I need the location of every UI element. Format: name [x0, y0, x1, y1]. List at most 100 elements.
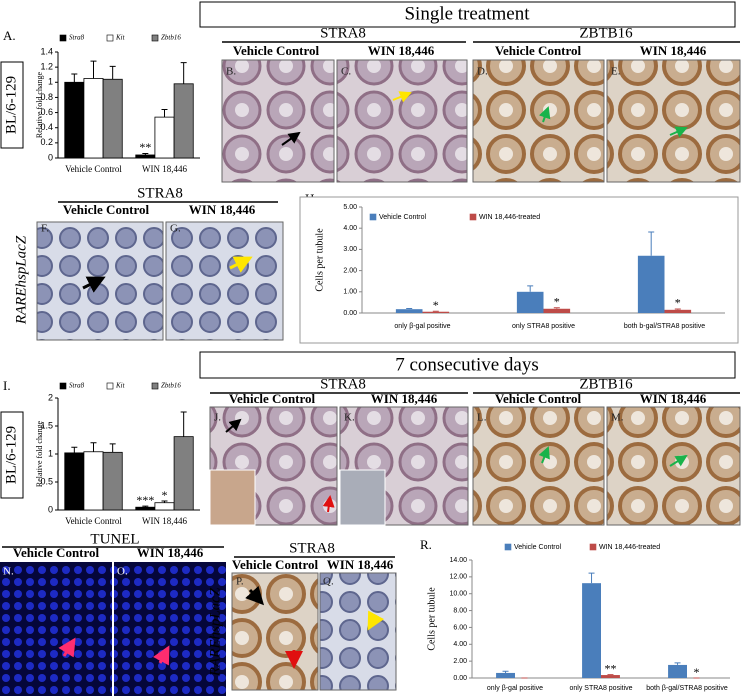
error-bar: [502, 670, 509, 673]
y-tick-label: 4.00: [343, 225, 357, 232]
y-tick-label: 14.00: [449, 557, 467, 564]
group-title: STRA8: [320, 25, 366, 41]
panel-letter: I.: [3, 378, 11, 393]
group-title: ZBTB16: [579, 25, 633, 41]
panel-letter: D.: [477, 66, 488, 78]
condition: WIN 18,446: [327, 557, 394, 572]
bar: [154, 502, 175, 511]
inset: [339, 469, 386, 526]
significance: **: [604, 661, 616, 675]
micrograph: [221, 59, 335, 183]
bar: [173, 83, 194, 159]
y-tick-label: 0.5: [40, 476, 53, 486]
y-tick-label: 1.5: [40, 420, 53, 430]
legend-label: Kit: [115, 382, 126, 390]
bar: [601, 675, 620, 678]
significance: *: [433, 298, 439, 312]
error-bar: [648, 231, 655, 256]
legend-swatch: [589, 543, 597, 551]
x-tick-label: only β-gal positive: [487, 685, 543, 692]
group-title: ZBTB16: [579, 376, 633, 392]
panel-letter: B.: [226, 66, 236, 78]
y-tick-label: 1: [48, 448, 53, 458]
arrow: [58, 637, 76, 658]
inset: [209, 469, 256, 526]
arrow: [538, 446, 550, 464]
condition: WIN 18,446: [640, 391, 707, 406]
error-bar: [527, 285, 534, 292]
condition: WIN 18,446: [137, 545, 204, 560]
micrograph: [231, 572, 319, 691]
legend-label: WIN 18,446-treated: [479, 214, 540, 221]
error-bar: [109, 443, 116, 453]
panel-letter: N.: [3, 566, 14, 578]
y-tick-label: 5.00: [343, 204, 357, 211]
legend-swatch: [59, 382, 67, 390]
condition: Vehicle Control: [495, 43, 582, 58]
bar: [102, 451, 123, 511]
micrograph: [165, 221, 284, 341]
error-bar: [142, 505, 149, 508]
arrow: [669, 126, 688, 138]
bar: [543, 308, 571, 313]
arrow: [153, 645, 170, 666]
error-bar: [674, 662, 681, 665]
condition: WIN 18,446: [640, 43, 707, 58]
x-tick-label: only STRA8 positive: [569, 685, 632, 692]
condition: Vehicle Control: [13, 545, 100, 560]
legend-swatch: [369, 213, 377, 221]
legend-label: Vehicle Control: [514, 544, 562, 551]
panel-letter: C.: [341, 66, 351, 78]
bar: [395, 309, 423, 313]
legend-swatch: [151, 34, 159, 42]
arrow: [281, 131, 301, 146]
strain-label: BL/6-129: [3, 76, 19, 134]
significance: ***: [136, 493, 154, 507]
y-tick-label: 6.00: [453, 624, 467, 631]
condition: Vehicle Control: [233, 43, 320, 58]
y-axis-label: Relative fold change: [35, 71, 44, 138]
legend-swatch: [504, 543, 512, 551]
y-tick-label: 0.00: [343, 310, 357, 317]
reporter-label: RAREhspLacZ: [207, 587, 223, 677]
legend-label: Stra8: [69, 382, 85, 390]
bar: [422, 311, 450, 313]
micrograph: [606, 406, 741, 526]
bar: [64, 81, 85, 159]
y-tick-label: 2.00: [343, 267, 357, 274]
x-tick-label: WIN 18,446: [142, 516, 187, 526]
arrow: [538, 106, 551, 123]
legend-label: WIN 18,446-treated: [599, 544, 660, 551]
arrow: [245, 585, 265, 606]
y-tick-label: 0.8: [40, 92, 53, 102]
bar: [637, 255, 665, 313]
panel-letter: O.: [117, 566, 128, 578]
bar: [173, 436, 194, 511]
group-title: STRA8: [289, 540, 335, 556]
section-title: Single treatment: [404, 3, 530, 24]
error-bar: [71, 446, 78, 453]
bar: [496, 672, 515, 678]
legend-swatch: [469, 213, 477, 221]
y-tick-label: 0.6: [40, 107, 53, 117]
y-tick-label: 1.00: [343, 289, 357, 296]
x-tick-label: both b-gal/STRA8 positive: [624, 323, 705, 330]
arrow: [229, 256, 253, 273]
significance: *: [162, 488, 168, 502]
error-bar: [180, 62, 187, 84]
x-tick-label: Vehicle Control: [65, 516, 122, 526]
x-tick-label: both β-gal/STRA8 positive: [646, 685, 728, 692]
legend-swatch: [106, 382, 114, 390]
legend-label: Zbtb16: [161, 34, 181, 42]
y-tick-label: 2.00: [453, 658, 467, 665]
significance: *: [675, 296, 681, 310]
y-tick-label: 1: [48, 77, 53, 87]
y-axis-label: Relative fold change: [35, 420, 44, 487]
section-box: [199, 1, 736, 28]
significance: **: [139, 140, 151, 154]
bar: [135, 506, 156, 511]
y-tick-label: 8.00: [453, 607, 467, 614]
arrow: [367, 610, 385, 631]
bar: [582, 583, 601, 678]
